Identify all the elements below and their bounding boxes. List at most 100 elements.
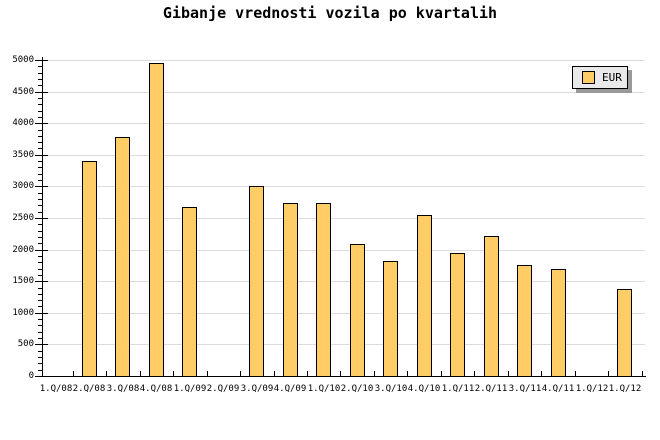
gridline [42, 92, 645, 93]
chart-title: Gibanje vrednosti vozila po kvartalih [162, 4, 498, 22]
bar-1-q-11 [450, 253, 465, 377]
y-tick-label: 2000 [12, 245, 34, 255]
y-tick-label: 4500 [12, 87, 34, 97]
bar-4-q-09 [283, 203, 298, 377]
y-major-tick [35, 60, 48, 61]
x-tick-label: 1.Q/11 [441, 384, 475, 394]
y-minor-tick [38, 332, 42, 333]
y-minor-tick [38, 224, 42, 225]
gridline [42, 186, 645, 187]
y-minor-tick [38, 288, 42, 289]
y-minor-tick [38, 262, 42, 263]
gridline [42, 281, 645, 282]
y-minor-tick [38, 104, 42, 105]
y-minor-tick [38, 363, 42, 364]
x-boundary-tick [340, 371, 341, 376]
y-tick-label: 3500 [12, 150, 34, 160]
bar-3-q-09 [249, 186, 264, 377]
y-axis-line [42, 57, 43, 377]
y-minor-tick [38, 66, 42, 67]
x-tick-label: 1.Q/10 [307, 384, 341, 394]
y-minor-tick [38, 199, 42, 200]
y-major-tick [35, 92, 48, 93]
gridline [42, 218, 645, 219]
x-boundary-tick [642, 371, 643, 376]
x-tick-label: 1.Q/09 [173, 384, 207, 394]
x-tick-label: 3.Q/09 [240, 384, 274, 394]
bar-2-q-08 [82, 161, 97, 377]
y-tick-label: 3000 [12, 181, 34, 191]
y-minor-tick [38, 85, 42, 86]
y-minor-tick [38, 136, 42, 137]
x-tick-label: 2.Q/11 [474, 384, 508, 394]
y-major-tick [35, 313, 48, 314]
y-minor-tick [38, 294, 42, 295]
y-minor-tick [38, 357, 42, 358]
y-minor-tick [38, 142, 42, 143]
x-boundary-tick [73, 371, 74, 376]
y-minor-tick [38, 231, 42, 232]
y-major-tick [35, 344, 48, 345]
x-boundary-tick [274, 371, 275, 376]
y-major-tick [35, 155, 48, 156]
y-minor-tick [38, 180, 42, 181]
y-tick-label: 1500 [12, 276, 34, 286]
y-minor-tick [38, 98, 42, 99]
y-minor-tick [38, 275, 42, 276]
x-tick-label: 1.Q/12 [575, 384, 609, 394]
x-tick-label: 4.Q/10 [407, 384, 441, 394]
y-major-tick [35, 281, 48, 282]
bar-4-q-08 [149, 63, 164, 377]
x-tick-label: 4.Q/08 [139, 384, 173, 394]
y-major-tick [35, 218, 48, 219]
x-axis-line [42, 376, 646, 377]
x-boundary-tick [106, 371, 107, 376]
y-major-tick [35, 186, 48, 187]
legend-label: EUR [602, 71, 622, 84]
x-tick-label: 2.Q/10 [340, 384, 374, 394]
y-minor-tick [38, 243, 42, 244]
x-boundary-tick [441, 371, 442, 376]
x-boundary-tick [575, 371, 576, 376]
y-major-tick [35, 123, 48, 124]
y-tick-label: 2500 [12, 213, 34, 223]
y-tick-label: 1000 [12, 308, 34, 318]
gridline [42, 155, 645, 156]
bar-4-q-11 [551, 269, 566, 377]
x-boundary-tick [407, 371, 408, 376]
y-minor-tick [38, 193, 42, 194]
x-boundary-tick [508, 371, 509, 376]
x-boundary-tick [374, 371, 375, 376]
bar-1-q-12 [617, 289, 632, 377]
x-tick-label: 1.Q/08 [39, 384, 73, 394]
y-minor-tick [38, 111, 42, 112]
y-minor-tick [38, 370, 42, 371]
y-minor-tick [38, 319, 42, 320]
bar-2-q-10 [350, 244, 365, 377]
y-minor-tick [38, 212, 42, 213]
x-boundary-tick [140, 371, 141, 376]
legend-swatch-icon [582, 71, 595, 84]
gridline [42, 123, 645, 124]
gridline [42, 60, 645, 61]
y-minor-tick [38, 351, 42, 352]
y-minor-tick [38, 269, 42, 270]
y-minor-tick [38, 167, 42, 168]
gridline [42, 313, 645, 314]
y-minor-tick [38, 237, 42, 238]
x-boundary-tick [240, 371, 241, 376]
bar-1-q-09 [182, 207, 197, 377]
y-minor-tick [38, 161, 42, 162]
y-minor-tick [38, 79, 42, 80]
x-tick-label: 4.Q/11 [541, 384, 575, 394]
bar-1-q-10 [316, 203, 331, 377]
y-minor-tick [38, 117, 42, 118]
y-minor-tick [38, 73, 42, 74]
gridline [42, 250, 645, 251]
x-tick-label: 2.Q/09 [206, 384, 240, 394]
x-tick-label: 3.Q/08 [106, 384, 140, 394]
y-tick-label: 0 [28, 371, 34, 381]
bar-3-q-10 [383, 261, 398, 377]
gridline [42, 344, 645, 345]
